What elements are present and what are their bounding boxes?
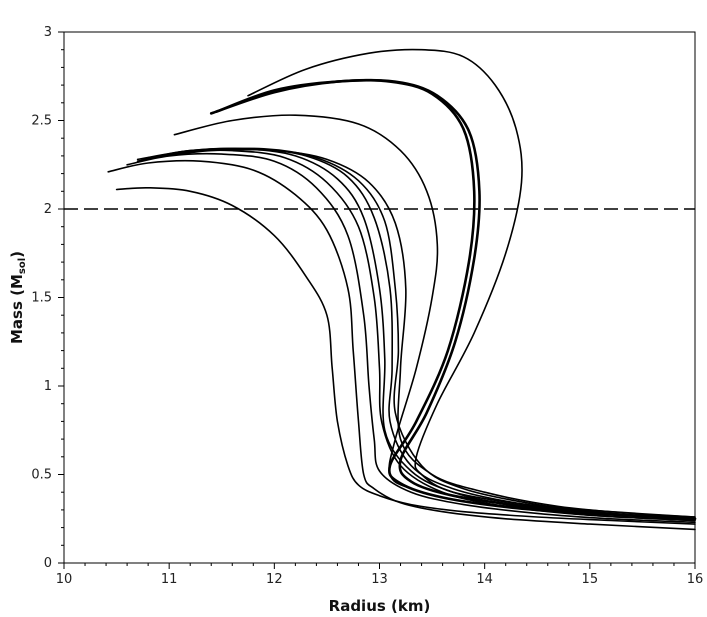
eos-curve-7	[147, 147, 696, 520]
x-tick-label: 13	[371, 572, 388, 587]
y-tick-label: 3	[44, 25, 52, 40]
x-tick-label: 15	[582, 572, 599, 587]
x-tick-label: 11	[161, 572, 178, 587]
y-axis-title-main: Mass (M	[8, 274, 26, 344]
series-layer	[107, 48, 697, 531]
y-axis-title-end: )	[8, 251, 26, 258]
x-tick-label: 12	[266, 572, 283, 587]
y-axis-title: Mass (Msol)	[8, 251, 28, 344]
y-tick-label: 1	[44, 379, 52, 394]
eos-curve-11	[215, 78, 697, 521]
axis-ticks: 10 11 12 13 14 15 16 0 0.5 1 1.5 2 2.5 3	[31, 25, 703, 587]
y-tick-label: 2.5	[31, 114, 52, 129]
y-tick-label: 0	[44, 556, 52, 571]
eos-curve-3	[126, 152, 696, 524]
eos-curve-2	[107, 159, 696, 531]
x-tick-label: 10	[56, 572, 73, 587]
eos-curve-12	[247, 48, 696, 518]
x-tick-label: 14	[476, 572, 493, 587]
y-tick-label: 0.5	[31, 468, 52, 483]
eos-curve-8	[152, 148, 696, 518]
x-tick-label: 16	[687, 572, 704, 587]
x-axis-title: Radius (km)	[329, 597, 431, 615]
eos-curve-1	[115, 186, 696, 525]
y-tick-label: 1.5	[31, 291, 52, 306]
y-tick-label: 2	[44, 202, 52, 217]
y-axis-title-subscript: sol	[17, 258, 28, 274]
